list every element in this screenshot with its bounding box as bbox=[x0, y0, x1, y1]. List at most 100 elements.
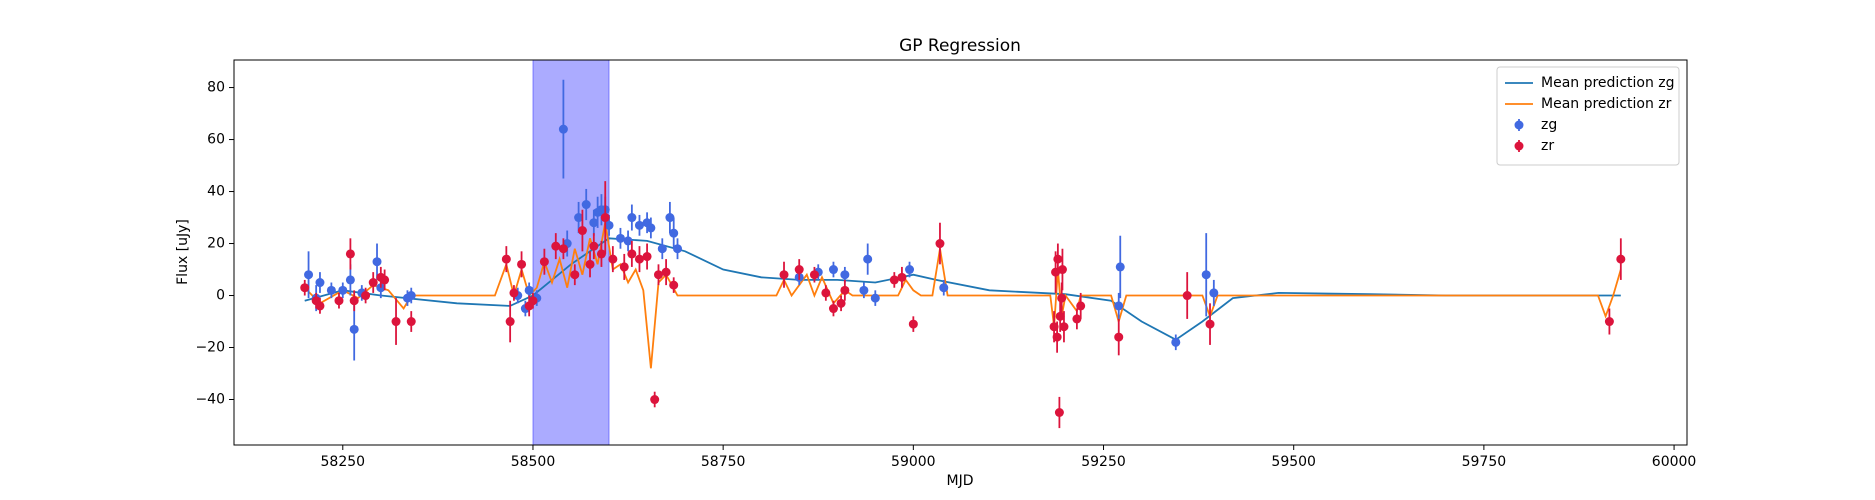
y-tick-label: −40 bbox=[195, 392, 225, 408]
x-tick-label: 59750 bbox=[1462, 454, 1507, 470]
data-point bbox=[665, 213, 675, 223]
data-point bbox=[577, 226, 587, 236]
legend: Mean prediction zg Mean prediction zr zg zr bbox=[1496, 66, 1680, 166]
x-tick-label: 58500 bbox=[511, 454, 556, 470]
data-point bbox=[615, 233, 625, 243]
data-point bbox=[334, 296, 344, 306]
x-tick-label: 59000 bbox=[891, 454, 936, 470]
data-point bbox=[406, 317, 416, 327]
x-tick-label: 60000 bbox=[1652, 454, 1697, 470]
data-point bbox=[604, 220, 614, 230]
data-point bbox=[1054, 408, 1064, 418]
data-point bbox=[1076, 301, 1086, 311]
data-point bbox=[345, 275, 355, 285]
data-point bbox=[642, 252, 652, 262]
data-point bbox=[589, 241, 599, 251]
data-point bbox=[304, 270, 314, 280]
data-point bbox=[608, 254, 618, 264]
data-point bbox=[1114, 332, 1124, 342]
data-point bbox=[372, 257, 382, 267]
data-point bbox=[338, 285, 348, 295]
data-point bbox=[1055, 311, 1065, 321]
mean-line bbox=[304, 237, 1621, 341]
data-point bbox=[935, 239, 945, 249]
data-point bbox=[524, 285, 534, 295]
chart-title: GP Regression bbox=[899, 36, 1021, 56]
x-tick-label: 59250 bbox=[1081, 454, 1126, 470]
x-axis-label: MJD bbox=[947, 473, 974, 489]
data-point bbox=[1171, 337, 1181, 347]
data-point bbox=[349, 324, 359, 334]
data-point bbox=[1201, 270, 1211, 280]
data-point bbox=[368, 278, 378, 288]
mean-line bbox=[304, 222, 1622, 369]
data-point bbox=[315, 301, 325, 311]
data-point bbox=[908, 319, 918, 329]
data-point bbox=[1114, 301, 1124, 311]
legend-swatch bbox=[1514, 141, 1524, 151]
y-tick-label: 80 bbox=[207, 80, 225, 96]
data-point bbox=[501, 254, 511, 264]
data-point bbox=[581, 200, 591, 210]
data-point bbox=[1616, 254, 1626, 264]
data-point bbox=[673, 244, 683, 254]
legend-swatch bbox=[1514, 120, 1524, 130]
data-point bbox=[517, 259, 527, 269]
legend-label: Mean prediction zg bbox=[1541, 75, 1675, 91]
y-axis-label: Flux [uJy] bbox=[175, 219, 191, 285]
data-point bbox=[828, 304, 838, 314]
data-point bbox=[558, 244, 568, 254]
data-point bbox=[661, 267, 671, 277]
data-point bbox=[570, 270, 580, 280]
data-point bbox=[589, 218, 599, 228]
data-point bbox=[840, 270, 850, 280]
data-point bbox=[326, 285, 336, 295]
data-point bbox=[585, 259, 595, 269]
data-point bbox=[1053, 254, 1063, 264]
data-point bbox=[1057, 265, 1067, 275]
data-point bbox=[897, 272, 907, 282]
data-point bbox=[596, 249, 606, 259]
data-point bbox=[939, 283, 949, 293]
data-point bbox=[821, 288, 831, 298]
data-point bbox=[623, 236, 633, 246]
y-tick-label: 40 bbox=[207, 184, 225, 200]
data-point bbox=[669, 280, 679, 290]
data-point bbox=[779, 270, 789, 280]
x-tick-label: 59500 bbox=[1271, 454, 1316, 470]
data-point bbox=[1072, 314, 1082, 324]
data-point bbox=[650, 395, 660, 405]
data-point bbox=[349, 296, 359, 306]
data-point bbox=[828, 265, 838, 275]
legend-label: zg bbox=[1541, 117, 1557, 133]
data-point bbox=[345, 249, 355, 259]
data-point bbox=[600, 213, 610, 223]
data-point bbox=[905, 265, 915, 275]
highlight-region bbox=[532, 59, 610, 446]
data-point bbox=[315, 278, 325, 288]
data-point bbox=[1059, 322, 1069, 332]
data-point bbox=[863, 254, 873, 264]
data-point bbox=[634, 254, 644, 264]
data-point bbox=[406, 291, 416, 301]
y-tick-label: 60 bbox=[207, 132, 225, 148]
x-tick-label: 58250 bbox=[321, 454, 366, 470]
data-point bbox=[300, 283, 310, 293]
data-point bbox=[1209, 288, 1219, 298]
data-point bbox=[574, 213, 584, 223]
data-point bbox=[391, 317, 401, 327]
legend-label: zr bbox=[1541, 138, 1554, 154]
data-point bbox=[836, 298, 846, 308]
data-point bbox=[870, 293, 880, 303]
data-point bbox=[889, 275, 899, 285]
data-point bbox=[558, 124, 568, 134]
plot-frame bbox=[233, 59, 1688, 446]
legend-box bbox=[1496, 66, 1680, 166]
legend-label: Mean prediction zr bbox=[1541, 96, 1672, 112]
data-point bbox=[539, 257, 549, 267]
data-point bbox=[619, 262, 629, 272]
data-point bbox=[859, 285, 869, 295]
data-point bbox=[657, 244, 667, 254]
data-point bbox=[669, 228, 679, 238]
